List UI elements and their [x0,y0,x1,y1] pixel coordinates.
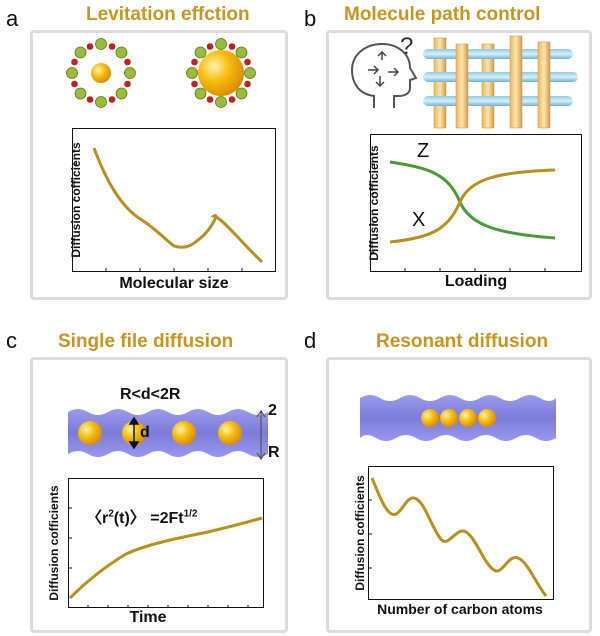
panel-b-z-label: Z [417,140,430,162]
panel-b-ylabel: Diffusion cofficients [367,145,381,261]
zeolite-ring-small-molecule [66,38,136,108]
panel-b-curves [389,160,556,244]
panel-d-title: Resonant diffusion [376,331,549,352]
panel-c-formula: 〈r2(t)〉 =2Ft1/2 [86,504,197,528]
single-file-channel [68,409,268,457]
panel-b-x-label: X [412,209,426,231]
panel-d-letter: d [304,328,317,353]
head-thinking-icon: ? [350,33,418,108]
panel-c-letter: c [6,328,17,353]
panel-a-plot [72,128,276,272]
panel-a-ticks [72,163,243,272]
panel-b-letter: b [304,6,317,31]
panel-c-constraint: R<d<2R [120,386,181,403]
panel-b-question-mark: ? [400,33,413,60]
panel-a-title: Levitation effction [86,4,250,25]
panel-c-plot [68,478,264,608]
panel-b-plot [370,134,582,272]
panel-c-r-label: R [268,444,280,461]
panel-d-ticks [368,499,372,569]
formula-main: 〈r [86,510,109,527]
formula-sup-1: 2 [108,508,114,520]
panel-c-xlabel: Time [129,609,167,626]
channel-network-illustration [423,35,578,129]
panel-a-ylabel: Diffusion cofficients [69,142,83,258]
panel-c-two-label: 2 [268,402,277,419]
zeolite-ring-large-molecule [186,38,256,108]
panel-c-title: Single file diffusion [58,331,234,352]
formula-sup-2: 1/2 [183,508,198,520]
panel-c-ticks [68,507,249,608]
panel-a-xlabel: Molecular size [119,275,229,292]
resonant-channel [360,395,556,441]
formula-mid: (t)〉 =2Ft [113,510,184,527]
panel-d-plot [368,466,554,600]
panel-d-ylabel: Diffusion cofficients [353,475,367,591]
panel-d-xlabel: Number of carbon atoms [377,601,543,617]
panel-d-curve [370,477,548,597]
panel-b-ticks [370,163,546,272]
panel-c-curve [68,516,263,600]
panel-c-d-label: d [140,424,150,441]
panel-b-xlabel: Loading [444,273,508,290]
panel-c-ylabel: Diffusion cofficients [47,485,61,601]
panel-a-curve [92,147,264,264]
panel-b-title: Molecule path control [344,4,541,25]
x-curve [389,168,556,244]
panel-c-width-arrow [256,409,266,461]
panel-a-letter: a [6,6,19,31]
